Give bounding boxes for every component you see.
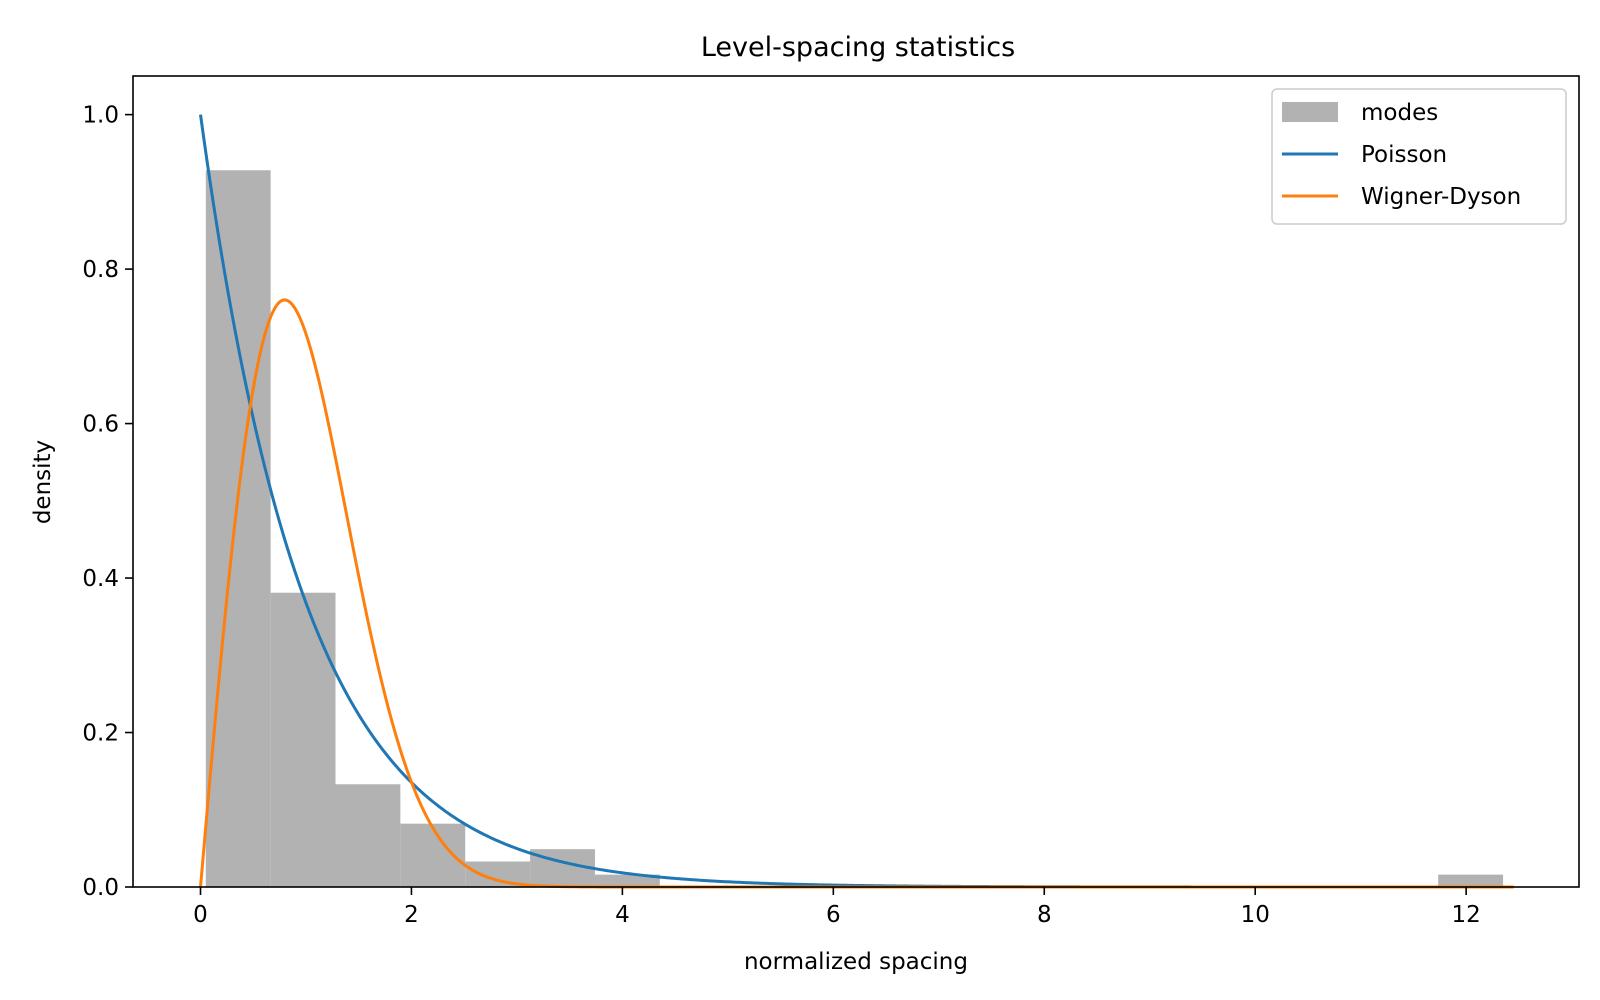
x-tick-label: 0 — [193, 902, 208, 928]
y-tick-label: 0.2 — [82, 721, 119, 747]
x-tick-label: 10 — [1241, 902, 1270, 928]
x-tick-label: 2 — [404, 902, 419, 928]
y-axis-label: density — [30, 440, 56, 524]
series-lines — [199, 114, 1514, 889]
legend: modes Poisson Wigner-Dyson — [1271, 88, 1567, 225]
x-axis-label: normalized spacing — [744, 949, 968, 975]
histogram-bar — [335, 784, 401, 887]
y-tick-label: 1.0 — [82, 103, 119, 129]
y-tick-label: 0.0 — [82, 875, 119, 901]
y-tick-label: 0.4 — [82, 566, 119, 592]
histogram — [205, 170, 1504, 887]
x-tick-label: 12 — [1452, 902, 1481, 928]
histogram-bar — [205, 170, 271, 887]
y-tick-label: 0.6 — [82, 412, 119, 438]
histogram-bar — [1438, 874, 1504, 887]
x-tick-label: 4 — [615, 902, 630, 928]
x-axis-ticks: 0 2 4 6 8 10 12 — [193, 887, 1481, 928]
legend-swatch-modes — [1282, 102, 1338, 122]
plot-frame — [132, 75, 1580, 888]
chart-title: Level-spacing statistics — [701, 32, 1015, 63]
series-line-poisson — [199, 114, 1514, 889]
legend-label-poisson: Poisson — [1361, 142, 1447, 168]
legend-label-wigner-dyson: Wigner-Dyson — [1361, 184, 1521, 210]
legend-label-modes: modes — [1361, 100, 1438, 126]
x-tick-label: 6 — [826, 902, 841, 928]
y-axis-ticks: 0.0 0.2 0.4 0.6 0.8 1.0 — [82, 103, 133, 901]
histogram-bar — [594, 874, 660, 887]
histogram-bar — [270, 592, 336, 887]
legend-box — [1271, 88, 1567, 225]
y-tick-label: 0.8 — [82, 257, 119, 283]
x-tick-label: 8 — [1037, 902, 1052, 928]
